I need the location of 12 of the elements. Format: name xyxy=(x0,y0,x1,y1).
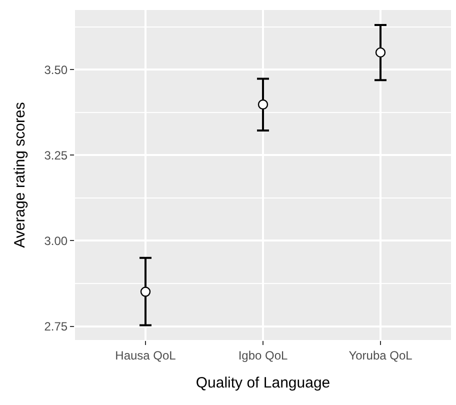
y-axis-title: Average rating scores xyxy=(11,102,28,248)
y-tick-label: 3.50 xyxy=(44,62,68,77)
x-tick-label: Hausa QoL xyxy=(115,348,176,362)
point xyxy=(375,47,386,58)
y-tick-label: 3.25 xyxy=(44,148,68,162)
x-axis-title: Quality of Language xyxy=(196,374,330,392)
point xyxy=(258,99,268,110)
y-tick-label: 2.75 xyxy=(44,320,68,334)
point xyxy=(140,286,151,297)
x-tick-label: Igbo QoL xyxy=(238,348,288,362)
x-tick-label: Yoruba QoL xyxy=(348,348,413,362)
y-tick-label: 3.00 xyxy=(44,234,68,248)
